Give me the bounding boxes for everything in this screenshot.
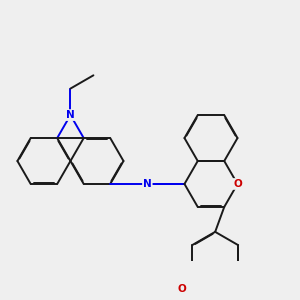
Text: N: N — [66, 110, 75, 120]
Text: O: O — [178, 284, 187, 294]
Text: O: O — [233, 179, 242, 189]
Text: N: N — [143, 179, 152, 189]
